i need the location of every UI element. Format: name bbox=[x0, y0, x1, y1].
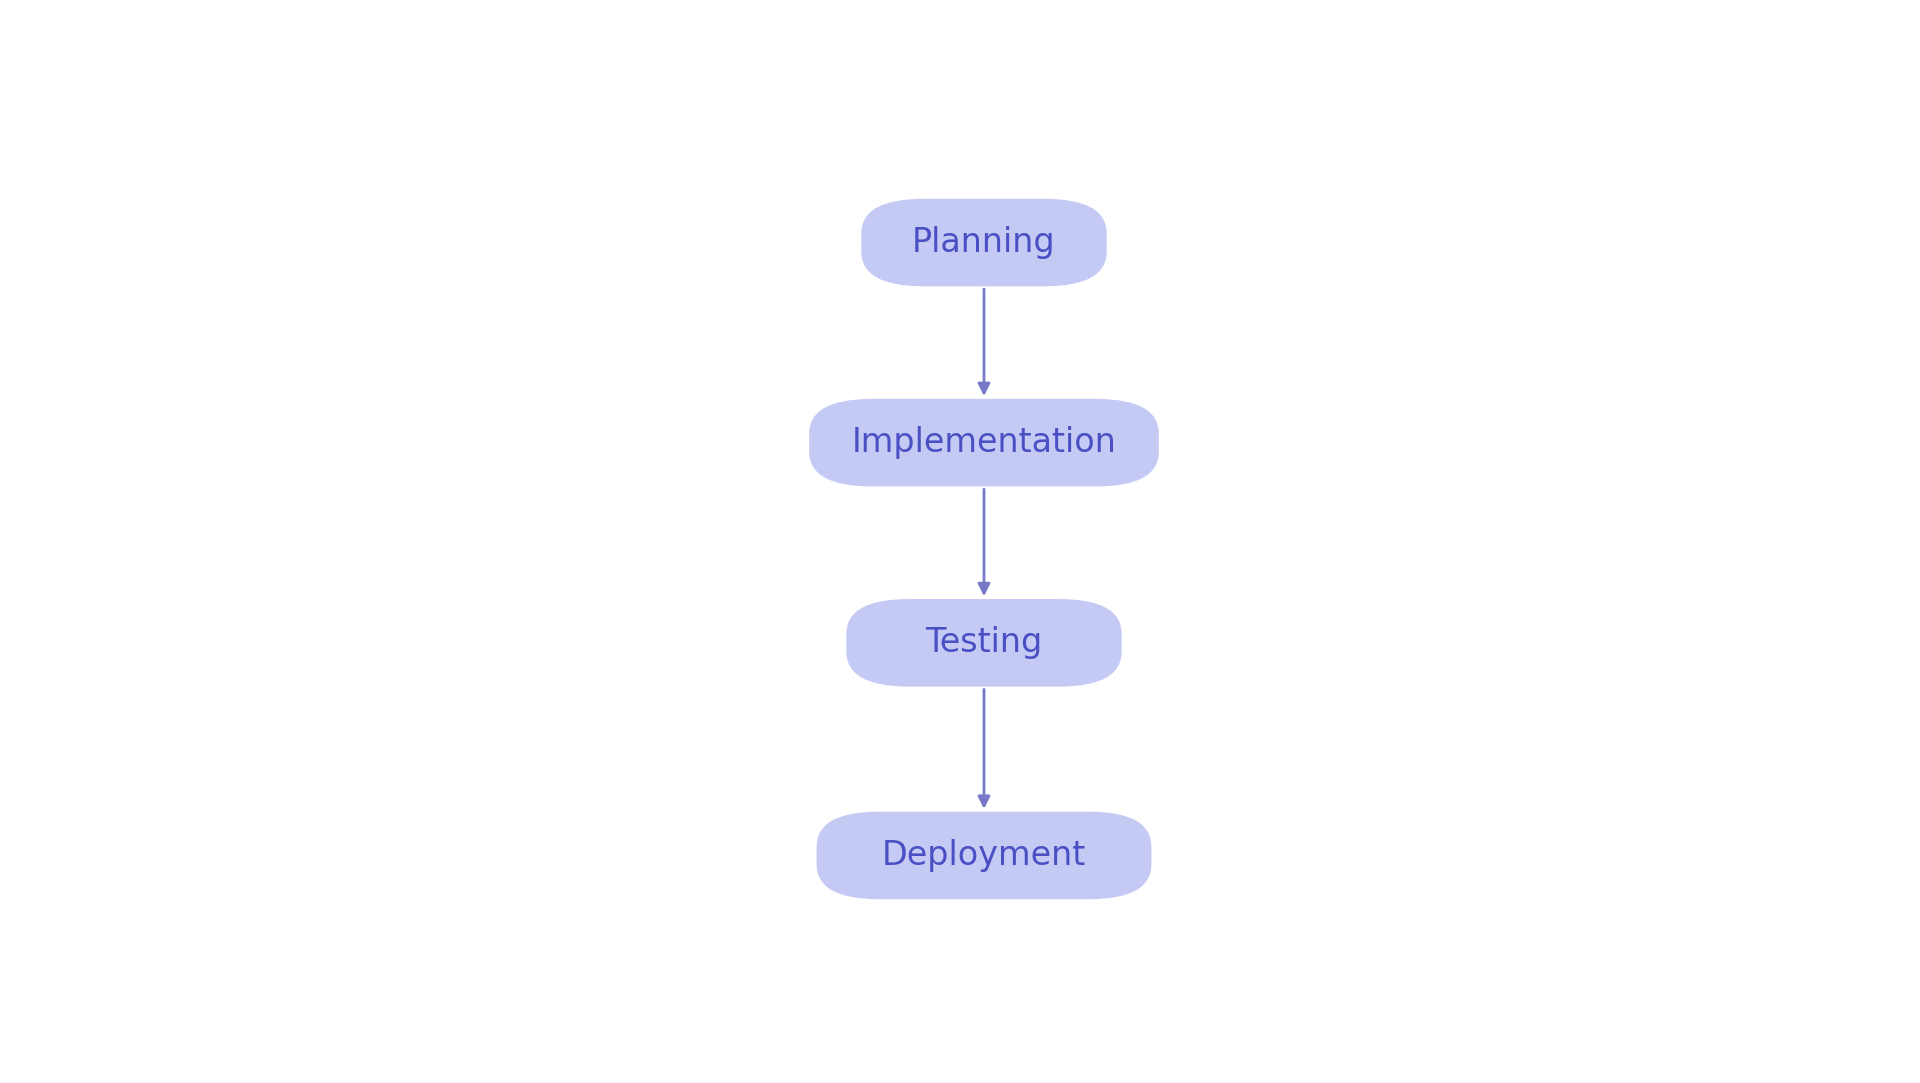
FancyBboxPatch shape bbox=[816, 811, 1152, 899]
FancyBboxPatch shape bbox=[808, 399, 1160, 486]
FancyBboxPatch shape bbox=[862, 199, 1106, 286]
Text: Implementation: Implementation bbox=[852, 427, 1116, 459]
FancyBboxPatch shape bbox=[847, 599, 1121, 687]
Text: Planning: Planning bbox=[912, 226, 1056, 259]
Text: Deployment: Deployment bbox=[881, 839, 1087, 872]
Text: Testing: Testing bbox=[925, 626, 1043, 660]
